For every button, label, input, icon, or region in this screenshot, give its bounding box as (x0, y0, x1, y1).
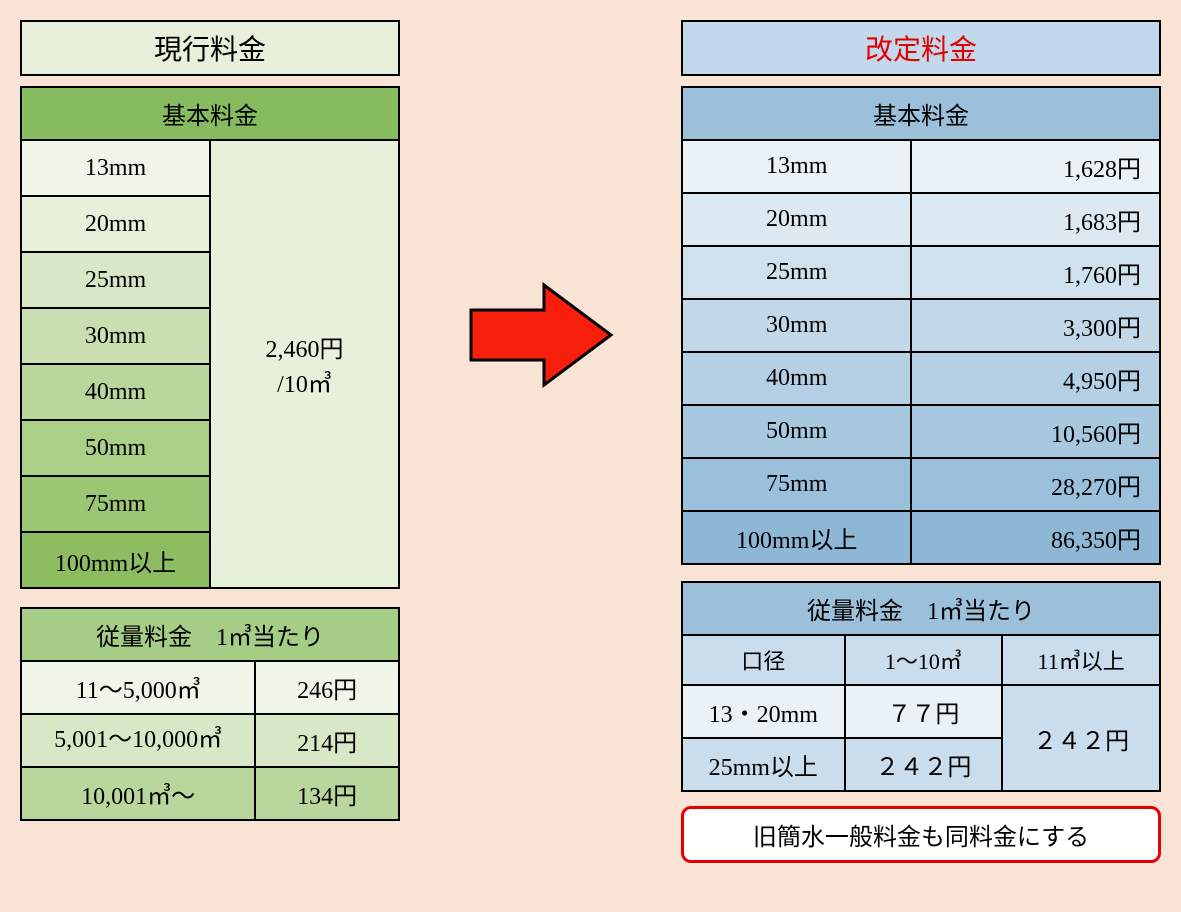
price-cell: 28,270円 (911, 458, 1160, 511)
usage-size: 13・20mm (682, 685, 845, 738)
current-usage-fee-table: 従量料金 1㎥当たり 11～5,000㎥ 246円 5,001～10,000㎥ … (20, 607, 400, 821)
usage-sub-header: 1～10㎥ (845, 635, 1003, 685)
current-fee-column: 現行料金 基本料金 13mm 2,460円 /10㎥ 20mm 25mm 30m… (20, 20, 400, 821)
revised-fee-column: 改定料金 基本料金 13mm1,628円 20mm1,683円 25mm1,76… (681, 20, 1161, 863)
usage-sub-header: 11㎥以上 (1002, 635, 1160, 685)
flat-price-line1: 2,460円 (266, 337, 344, 363)
current-fee-title: 現行料金 (20, 20, 400, 76)
usage-size: 25mm以上 (682, 738, 845, 791)
usage-range: 5,001～10,000㎥ (21, 714, 255, 767)
size-cell: 25mm (21, 252, 210, 308)
size-cell: 40mm (21, 364, 210, 420)
price-cell: 4,950円 (911, 352, 1160, 405)
size-cell: 25mm (682, 246, 911, 299)
price-cell: 1,628円 (911, 140, 1160, 193)
flat-price-cell: 2,460円 /10㎥ (210, 140, 399, 588)
size-cell: 13mm (21, 140, 210, 196)
usage-fee-header: 従量料金 1㎥当たり (682, 582, 1160, 635)
size-cell: 75mm (682, 458, 911, 511)
price-cell: 86,350円 (911, 511, 1160, 564)
flat-price-line2: /10㎥ (277, 372, 332, 398)
price-cell: 3,300円 (911, 299, 1160, 352)
size-cell: 30mm (682, 299, 911, 352)
size-cell: 30mm (21, 308, 210, 364)
price-cell: 10,560円 (911, 405, 1160, 458)
size-cell: 75mm (21, 476, 210, 532)
current-basic-fee-table: 基本料金 13mm 2,460円 /10㎥ 20mm 25mm 30mm 40m… (20, 86, 400, 589)
size-cell: 50mm (21, 420, 210, 476)
usage-price: 246円 (255, 661, 399, 714)
price-cell: 1,683円 (911, 193, 1160, 246)
usage-price: 134円 (255, 767, 399, 820)
usage-price: ７７円 (845, 685, 1003, 738)
basic-fee-header: 基本料金 (682, 87, 1160, 140)
usage-range: 11～5,000㎥ (21, 661, 255, 714)
size-cell: 40mm (682, 352, 911, 405)
usage-fee-header: 従量料金 1㎥当たり (21, 608, 399, 661)
size-cell: 20mm (682, 193, 911, 246)
usage-price: 214円 (255, 714, 399, 767)
arrow-container (461, 280, 621, 390)
basic-fee-header: 基本料金 (21, 87, 399, 140)
size-cell: 13mm (682, 140, 911, 193)
note-box: 旧簡水一般料金も同料金にする (681, 806, 1161, 863)
arrow-right-icon (466, 280, 616, 390)
usage-merged-price: ２４２円 (1002, 685, 1160, 791)
revised-fee-title: 改定料金 (681, 20, 1161, 76)
price-cell: 1,760円 (911, 246, 1160, 299)
size-cell: 20mm (21, 196, 210, 252)
revised-basic-fee-table: 基本料金 13mm1,628円 20mm1,683円 25mm1,760円 30… (681, 86, 1161, 565)
size-cell: 100mm以上 (682, 511, 911, 564)
usage-range: 10,001㎥～ (21, 767, 255, 820)
revised-usage-fee-table: 従量料金 1㎥当たり 口径 1～10㎥ 11㎥以上 13・20mm ７７円 ２４… (681, 581, 1161, 792)
usage-price: ２４２円 (845, 738, 1003, 791)
size-cell: 100mm以上 (21, 532, 210, 588)
usage-sub-header: 口径 (682, 635, 845, 685)
size-cell: 50mm (682, 405, 911, 458)
